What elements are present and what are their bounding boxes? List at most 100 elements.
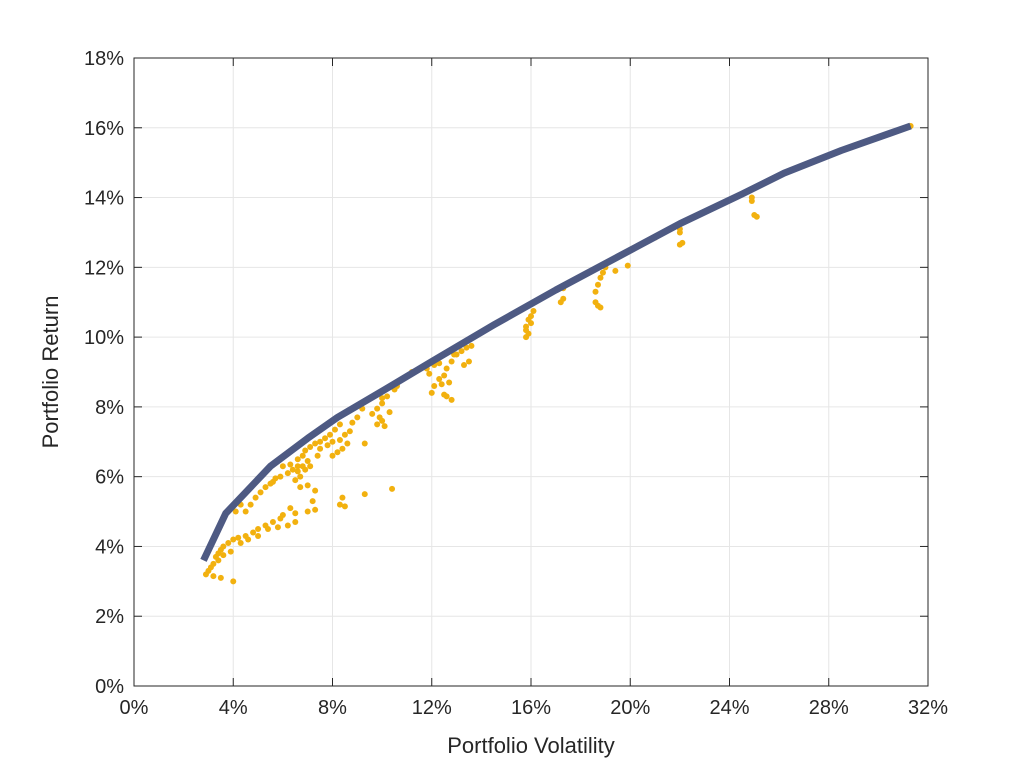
- portfolio-point: [592, 288, 599, 295]
- portfolio-point: [269, 519, 276, 526]
- portfolio-point: [354, 414, 361, 421]
- portfolio-point: [560, 295, 567, 302]
- portfolio-point: [381, 423, 388, 430]
- portfolio-point: [436, 375, 443, 382]
- x-tick-label: 20%: [610, 697, 650, 719]
- y-tick-label: 0%: [95, 676, 124, 698]
- portfolio-point: [329, 452, 336, 459]
- portfolio-point: [612, 267, 619, 274]
- y-tick-label: 2%: [95, 606, 124, 628]
- portfolio-point: [676, 241, 683, 248]
- portfolio-point: [379, 400, 386, 407]
- portfolio-points: [202, 123, 914, 585]
- y-tick-label: 10%: [84, 327, 124, 349]
- portfolio-point: [324, 442, 331, 449]
- x-tick-label: 0%: [120, 697, 149, 719]
- portfolio-point: [386, 409, 393, 416]
- frontier-line: [200, 122, 912, 562]
- portfolio-point: [748, 194, 755, 201]
- portfolio-point: [215, 557, 222, 564]
- portfolio-point: [322, 435, 329, 442]
- portfolio-point: [274, 524, 281, 531]
- portfolio-point: [389, 485, 396, 492]
- portfolio-point: [247, 501, 254, 508]
- portfolio-point: [217, 574, 224, 581]
- portfolio-point: [336, 437, 343, 444]
- portfolio-point: [523, 327, 530, 334]
- portfolio-point: [284, 470, 291, 477]
- portfolio-point: [292, 510, 299, 517]
- portfolio-point: [339, 494, 346, 501]
- portfolio-point: [597, 304, 604, 311]
- portfolio-point: [235, 534, 242, 541]
- portfolio-point: [312, 506, 319, 513]
- portfolio-point: [341, 431, 348, 438]
- portfolio-point: [461, 362, 468, 369]
- portfolio-point: [297, 484, 304, 491]
- portfolio-point: [336, 501, 343, 508]
- portfolio-point: [624, 262, 631, 269]
- portfolio-point: [287, 461, 294, 468]
- y-tick-label: 6%: [95, 467, 124, 489]
- portfolio-point: [250, 529, 257, 536]
- portfolio-point: [252, 494, 259, 501]
- portfolio-point: [374, 421, 381, 428]
- portfolio-point: [428, 389, 435, 396]
- portfolio-point: [441, 391, 448, 398]
- portfolio-point: [463, 344, 470, 351]
- portfolio-point: [594, 281, 601, 288]
- portfolio-point: [441, 372, 448, 379]
- y-tick-label: 16%: [84, 118, 124, 140]
- x-tick-label: 8%: [318, 697, 347, 719]
- portfolio-point: [361, 440, 368, 447]
- portfolio-point: [317, 445, 324, 452]
- portfolio-point: [426, 370, 433, 377]
- portfolio-point: [339, 445, 346, 452]
- portfolio-point: [384, 393, 391, 400]
- portfolio-point: [242, 508, 249, 515]
- portfolio-point: [334, 449, 341, 456]
- y-tick-label: 14%: [84, 188, 124, 210]
- portfolio-point: [289, 466, 296, 473]
- portfolio-point: [753, 213, 760, 220]
- portfolio-point: [317, 438, 324, 445]
- portfolio-point: [528, 313, 534, 320]
- y-tick-label: 18%: [84, 48, 124, 70]
- portfolio-point: [292, 477, 299, 484]
- portfolio-point: [374, 405, 381, 412]
- portfolio-point: [448, 358, 455, 365]
- portfolio-point: [304, 482, 311, 489]
- portfolio-point: [312, 487, 319, 494]
- portfolio-point: [287, 505, 294, 512]
- portfolio-point: [220, 552, 227, 559]
- axes: 0% 4% 8% 12% 16% 20% 24% 28% 32% 0% 2% 4% 6% 8% 10% 12%…: [84, 48, 948, 719]
- portfolio-point: [312, 440, 319, 447]
- portfolio-point: [361, 491, 368, 498]
- x-tick-label: 24%: [709, 697, 749, 719]
- y-axis-label: Portfolio Return: [38, 296, 63, 449]
- portfolio-point: [304, 457, 311, 464]
- portfolio-point: [307, 444, 314, 451]
- portfolio-point: [267, 480, 274, 487]
- portfolio-point: [599, 269, 606, 276]
- portfolio-point: [458, 348, 465, 355]
- portfolio-point: [314, 452, 321, 459]
- portfolio-point: [272, 475, 279, 482]
- y-tick-label: 8%: [95, 397, 124, 419]
- portfolio-point: [331, 426, 338, 433]
- portfolio-point: [294, 463, 301, 470]
- portfolio-point: [341, 503, 348, 510]
- portfolio-point: [438, 381, 445, 388]
- grid-lines: [133, 57, 929, 687]
- x-tick-label: 4%: [219, 697, 248, 719]
- portfolio-point: [446, 379, 453, 386]
- portfolio-point: [528, 320, 534, 327]
- portfolio-point: [232, 508, 239, 515]
- portfolio-point: [294, 456, 301, 463]
- portfolio-point: [210, 560, 217, 567]
- portfolio-point: [230, 536, 237, 543]
- portfolio-point: [304, 508, 311, 515]
- portfolio-point: [210, 573, 217, 580]
- portfolio-point: [309, 498, 316, 505]
